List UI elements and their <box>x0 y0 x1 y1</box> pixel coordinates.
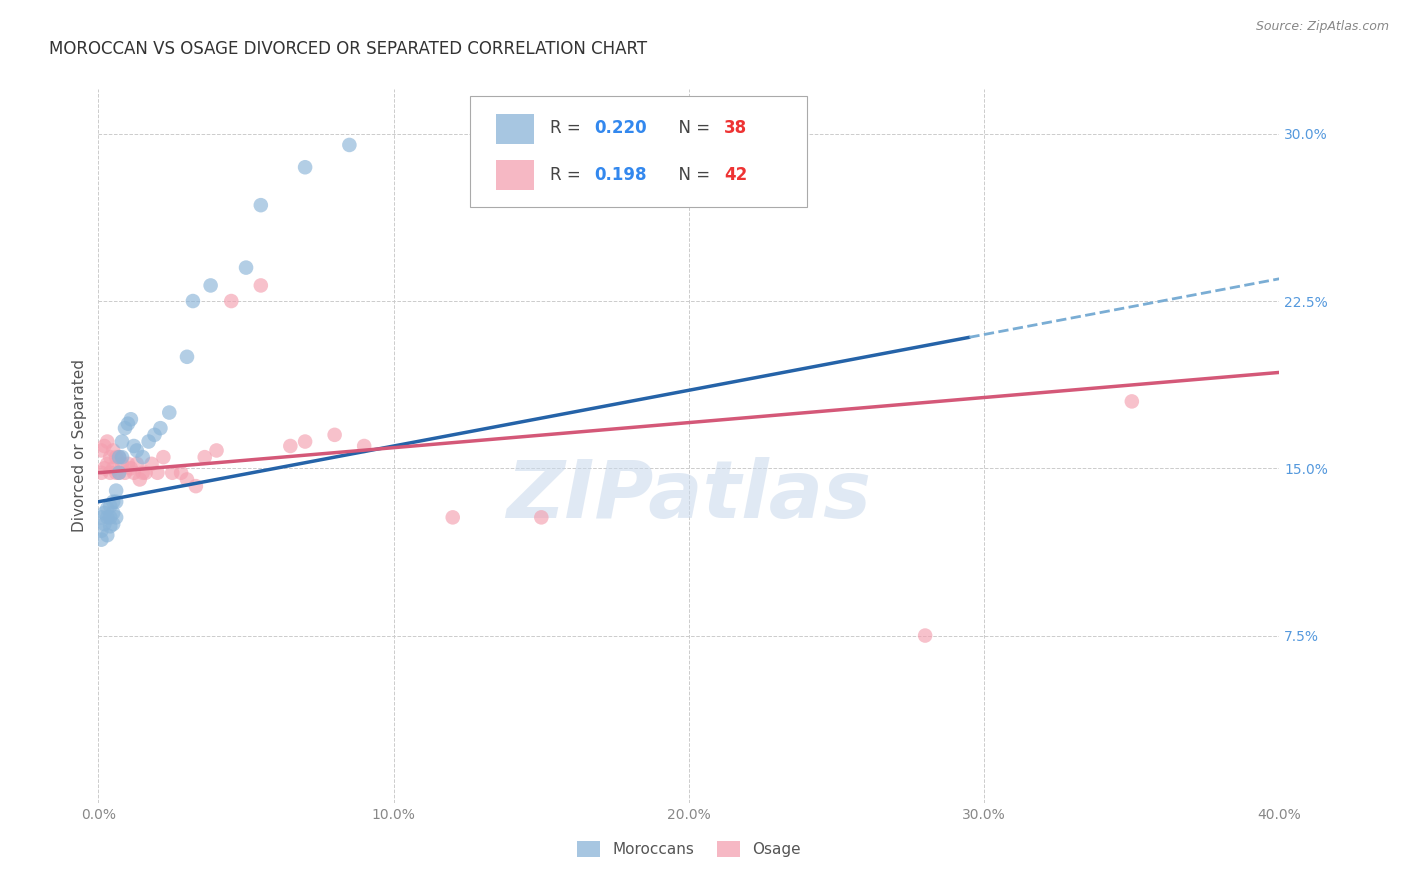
Point <box>128 473 150 487</box>
Text: 0.198: 0.198 <box>595 166 647 184</box>
Point <box>114 466 136 480</box>
Text: N =: N = <box>668 119 716 136</box>
Point <box>125 443 148 458</box>
Point <box>323 427 346 442</box>
Point <box>105 483 128 498</box>
Point <box>108 450 131 464</box>
Point <box>96 501 118 516</box>
Point <box>194 450 217 464</box>
FancyBboxPatch shape <box>496 161 534 190</box>
Point <box>294 161 316 175</box>
Point <box>120 412 142 426</box>
Point <box>205 443 228 458</box>
Point <box>117 417 139 431</box>
Point <box>93 506 115 520</box>
Point <box>98 499 121 513</box>
Point <box>103 516 125 531</box>
Point <box>181 293 204 308</box>
Point <box>176 473 198 487</box>
Point <box>141 457 163 471</box>
Point <box>96 510 118 524</box>
Point <box>96 457 118 471</box>
Point <box>280 439 302 453</box>
Point <box>105 466 128 480</box>
Point <box>98 510 121 524</box>
Point <box>138 434 160 449</box>
Point <box>103 461 125 475</box>
Point <box>105 494 128 508</box>
Point <box>93 516 115 531</box>
Point <box>135 466 157 480</box>
Point <box>221 293 243 308</box>
Point <box>294 434 316 449</box>
Point <box>125 457 148 471</box>
Point <box>132 466 155 480</box>
Point <box>90 466 112 480</box>
Point <box>157 405 180 419</box>
Point <box>98 519 121 533</box>
Point <box>111 457 134 471</box>
Point <box>122 439 145 453</box>
Point <box>105 510 128 524</box>
Legend: Moroccans, Osage: Moroccans, Osage <box>571 835 807 863</box>
Point <box>250 278 273 293</box>
Point <box>1121 394 1143 409</box>
Point <box>90 524 112 538</box>
Point <box>339 137 361 152</box>
FancyBboxPatch shape <box>496 114 534 144</box>
Text: 42: 42 <box>724 166 748 184</box>
Point <box>103 443 125 458</box>
Point <box>152 450 174 464</box>
Point <box>108 466 131 480</box>
Point <box>184 479 207 493</box>
Point <box>250 198 273 212</box>
Point <box>90 443 112 458</box>
Point <box>111 434 134 449</box>
Point <box>122 466 145 480</box>
Point <box>146 466 169 480</box>
Text: Source: ZipAtlas.com: Source: ZipAtlas.com <box>1256 20 1389 33</box>
Point <box>103 506 125 520</box>
Point <box>108 450 131 464</box>
Text: 0.220: 0.220 <box>595 119 647 136</box>
Point <box>117 457 139 471</box>
Point <box>96 528 118 542</box>
Text: MOROCCAN VS OSAGE DIVORCED OR SEPARATED CORRELATION CHART: MOROCCAN VS OSAGE DIVORCED OR SEPARATED … <box>49 40 647 58</box>
Point <box>105 450 128 464</box>
Point <box>103 494 125 508</box>
Point <box>170 466 193 480</box>
Point <box>120 461 142 475</box>
Point <box>90 533 112 547</box>
Y-axis label: Divorced or Separated: Divorced or Separated <box>72 359 87 533</box>
Point <box>441 510 464 524</box>
Point <box>108 466 131 480</box>
Point <box>114 421 136 435</box>
Point <box>143 427 166 442</box>
Point <box>149 421 172 435</box>
Point <box>132 450 155 464</box>
Point <box>98 450 121 464</box>
Point <box>93 439 115 453</box>
FancyBboxPatch shape <box>471 96 807 207</box>
Text: 38: 38 <box>724 119 748 136</box>
Point <box>98 466 121 480</box>
Point <box>162 466 183 480</box>
Point <box>914 628 936 642</box>
Text: R =: R = <box>550 119 585 136</box>
Point <box>353 439 375 453</box>
Point <box>200 278 222 293</box>
Point <box>93 461 115 475</box>
Point <box>530 510 553 524</box>
Point <box>235 260 257 275</box>
Text: R =: R = <box>550 166 585 184</box>
Point <box>111 450 134 464</box>
Point <box>176 350 198 364</box>
Text: ZIPatlas: ZIPatlas <box>506 457 872 535</box>
Text: N =: N = <box>668 166 716 184</box>
Point <box>96 434 118 449</box>
Point <box>90 510 112 524</box>
